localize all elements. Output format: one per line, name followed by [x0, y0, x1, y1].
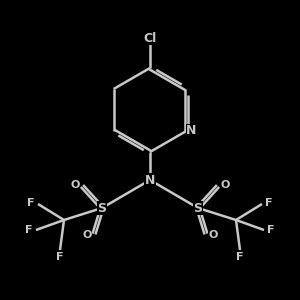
- Text: F: F: [27, 198, 35, 208]
- Text: N: N: [145, 173, 155, 187]
- Text: F: F: [56, 252, 64, 262]
- Text: F: F: [25, 225, 33, 235]
- Text: O: O: [70, 180, 80, 190]
- Text: F: F: [236, 252, 244, 262]
- Text: S: S: [194, 202, 202, 214]
- Text: O: O: [208, 230, 218, 240]
- Text: N: N: [186, 124, 197, 137]
- Text: O: O: [82, 230, 92, 240]
- Text: F: F: [267, 225, 275, 235]
- Text: O: O: [220, 180, 230, 190]
- Text: Cl: Cl: [143, 32, 157, 44]
- Text: S: S: [98, 202, 106, 214]
- Text: F: F: [265, 198, 273, 208]
